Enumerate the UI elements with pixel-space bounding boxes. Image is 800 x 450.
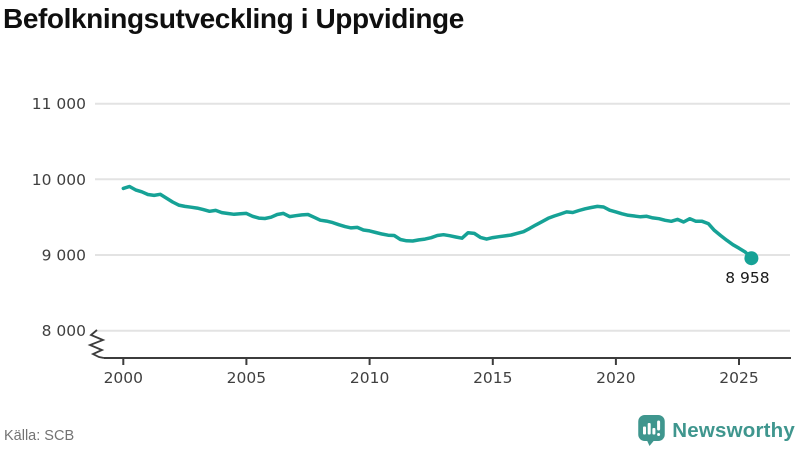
source-label: Källa: SCB	[4, 428, 75, 444]
newsworthy-wordmark: Newsworthy	[672, 418, 795, 442]
x-tick-label: 2015	[473, 369, 512, 387]
y-tick-label: 10 000	[32, 171, 86, 189]
x-tick-label: 2005	[227, 369, 266, 387]
y-tick-label: 9 000	[42, 247, 86, 265]
y-tick-label: 8 000	[42, 322, 86, 340]
chart-title: Befolkningsutveckling i Uppvidinge	[3, 3, 464, 34]
y-tick-label: 11 000	[32, 95, 86, 113]
newsworthy-logo[interactable]: Newsworthy	[638, 415, 795, 446]
x-tick-label: 2020	[596, 369, 635, 387]
end-value-label: 8 958	[725, 269, 769, 287]
population-line	[121, 184, 754, 260]
axis-break-icon	[87, 329, 106, 359]
end-point-marker	[744, 251, 759, 266]
newsworthy-icon	[638, 415, 665, 446]
x-tick-label: 2000	[104, 369, 143, 387]
x-tick-label: 2010	[350, 369, 389, 387]
x-tick-label: 2025	[719, 369, 758, 387]
